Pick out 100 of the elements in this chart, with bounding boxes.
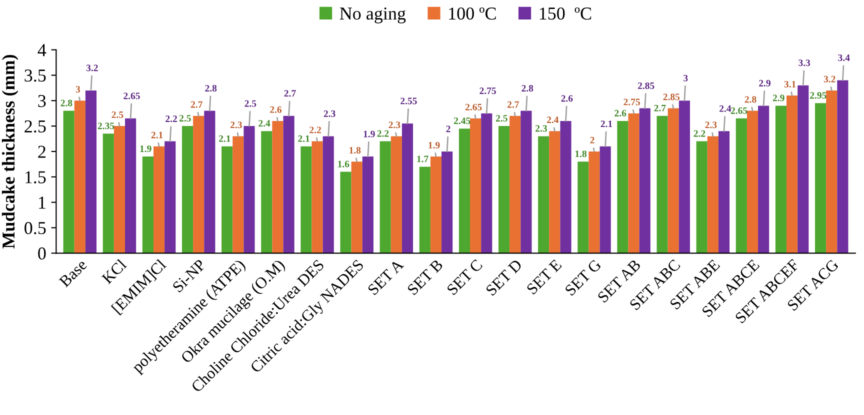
- y-tick-label: 2: [38, 146, 46, 158]
- bar: [481, 113, 492, 254]
- y-tick-label: 0: [38, 247, 46, 260]
- bar: [204, 110, 216, 254]
- data-label: 2: [446, 126, 450, 132]
- data-label: 2.7: [284, 90, 296, 97]
- bar: [798, 85, 809, 254]
- bar: [458, 128, 470, 254]
- bar: [786, 96, 798, 254]
- data-label: 2.6: [614, 110, 626, 116]
- y-tick-label: 2.5: [24, 120, 46, 133]
- data-label: 3.4: [838, 54, 850, 62]
- data-label: 2.7: [507, 101, 519, 108]
- data-label: 2.55: [400, 98, 417, 104]
- bar: [736, 118, 747, 254]
- data-label: 2.4: [547, 116, 559, 124]
- data-label: 2.5: [179, 115, 191, 122]
- x-tick-label: SET E: [526, 258, 562, 295]
- data-label: 2.5: [244, 100, 256, 107]
- data-label: 2.2: [166, 116, 177, 122]
- bar: [510, 116, 521, 254]
- data-label: 1.8: [575, 150, 587, 158]
- data-label: 2.6: [270, 106, 282, 113]
- x-tick-label: SET B: [406, 258, 444, 296]
- bar: [114, 126, 125, 254]
- data-label: 3.2: [86, 64, 98, 72]
- bar: [746, 110, 758, 254]
- bar: [102, 134, 114, 254]
- bar: [402, 124, 414, 254]
- data-label: 2.35: [98, 122, 114, 130]
- bar: [430, 156, 442, 254]
- bar: [63, 110, 74, 254]
- data-label: 2.1: [151, 132, 163, 138]
- data-label: 3.3: [798, 60, 810, 66]
- bar: [164, 141, 176, 254]
- bar: [578, 162, 589, 254]
- data-label: 2.65: [465, 104, 482, 110]
- data-label: 2.2: [694, 130, 706, 137]
- bar: [678, 100, 690, 254]
- data-label: 2.85: [663, 94, 680, 100]
- bar: [668, 108, 679, 254]
- legend-label: 150 ºC: [540, 7, 592, 20]
- bar: [351, 162, 362, 254]
- bar: [718, 131, 730, 254]
- bar: [656, 116, 668, 254]
- x-tick-label: Base: [58, 258, 88, 288]
- data-label: 2.1: [219, 135, 230, 142]
- y-tick-label: 4: [38, 44, 46, 56]
- data-label: 2.2: [377, 130, 389, 137]
- data-label: 3.2: [824, 76, 836, 82]
- bar: [74, 100, 86, 254]
- data-label: 1.6: [338, 160, 350, 168]
- bar: [142, 156, 154, 254]
- data-label: 2.1: [298, 135, 310, 142]
- data-label: 2.5: [112, 111, 124, 118]
- x-tick-label: SET A: [367, 258, 404, 296]
- data-label: 2.7: [190, 101, 202, 108]
- x-tick-label: SET D: [485, 258, 523, 296]
- data-label: 2.65: [124, 92, 140, 100]
- data-label: 1.7: [417, 156, 428, 162]
- data-label: 2.65: [730, 107, 748, 114]
- bar: [560, 120, 572, 254]
- bar: [588, 151, 600, 254]
- bar: [182, 126, 194, 254]
- data-label: 1.9: [140, 146, 152, 152]
- data-label: 2.4: [258, 120, 270, 127]
- bar: [362, 156, 374, 254]
- data-label: 2.3: [705, 122, 717, 128]
- data-label: 2.8: [744, 96, 756, 103]
- y-tick-label: 3: [38, 94, 46, 108]
- y-tick-label: 3.5: [24, 70, 46, 82]
- bar: [300, 146, 312, 254]
- y-tick-label: 1.5: [25, 171, 46, 184]
- data-label: 2.5: [496, 115, 508, 122]
- bar: [538, 136, 550, 254]
- bar: [628, 113, 640, 254]
- bar: [261, 131, 272, 254]
- bar: [85, 90, 97, 254]
- bar: [380, 141, 391, 254]
- x-tick-label: SET C: [446, 258, 483, 296]
- bar: [442, 151, 453, 254]
- data-label: 2.4: [720, 105, 732, 112]
- bar: [340, 172, 352, 254]
- bar: [272, 120, 284, 254]
- data-label: 2.8: [522, 84, 534, 92]
- bar: [775, 106, 787, 254]
- data-label: 2.9: [772, 94, 784, 102]
- bar: [322, 136, 334, 254]
- data-label: 2.3: [230, 122, 242, 128]
- data-label: 2.1: [600, 120, 612, 128]
- bar: [390, 136, 402, 254]
- data-label: 1.9: [428, 142, 440, 149]
- data-label: 2: [590, 136, 594, 144]
- data-label: 2.75: [480, 88, 496, 94]
- legend-label: No aging: [340, 8, 406, 24]
- bar: [312, 141, 323, 254]
- bar: [549, 131, 560, 254]
- bar: [600, 146, 611, 254]
- bar: [707, 136, 718, 254]
- bar: [125, 118, 136, 254]
